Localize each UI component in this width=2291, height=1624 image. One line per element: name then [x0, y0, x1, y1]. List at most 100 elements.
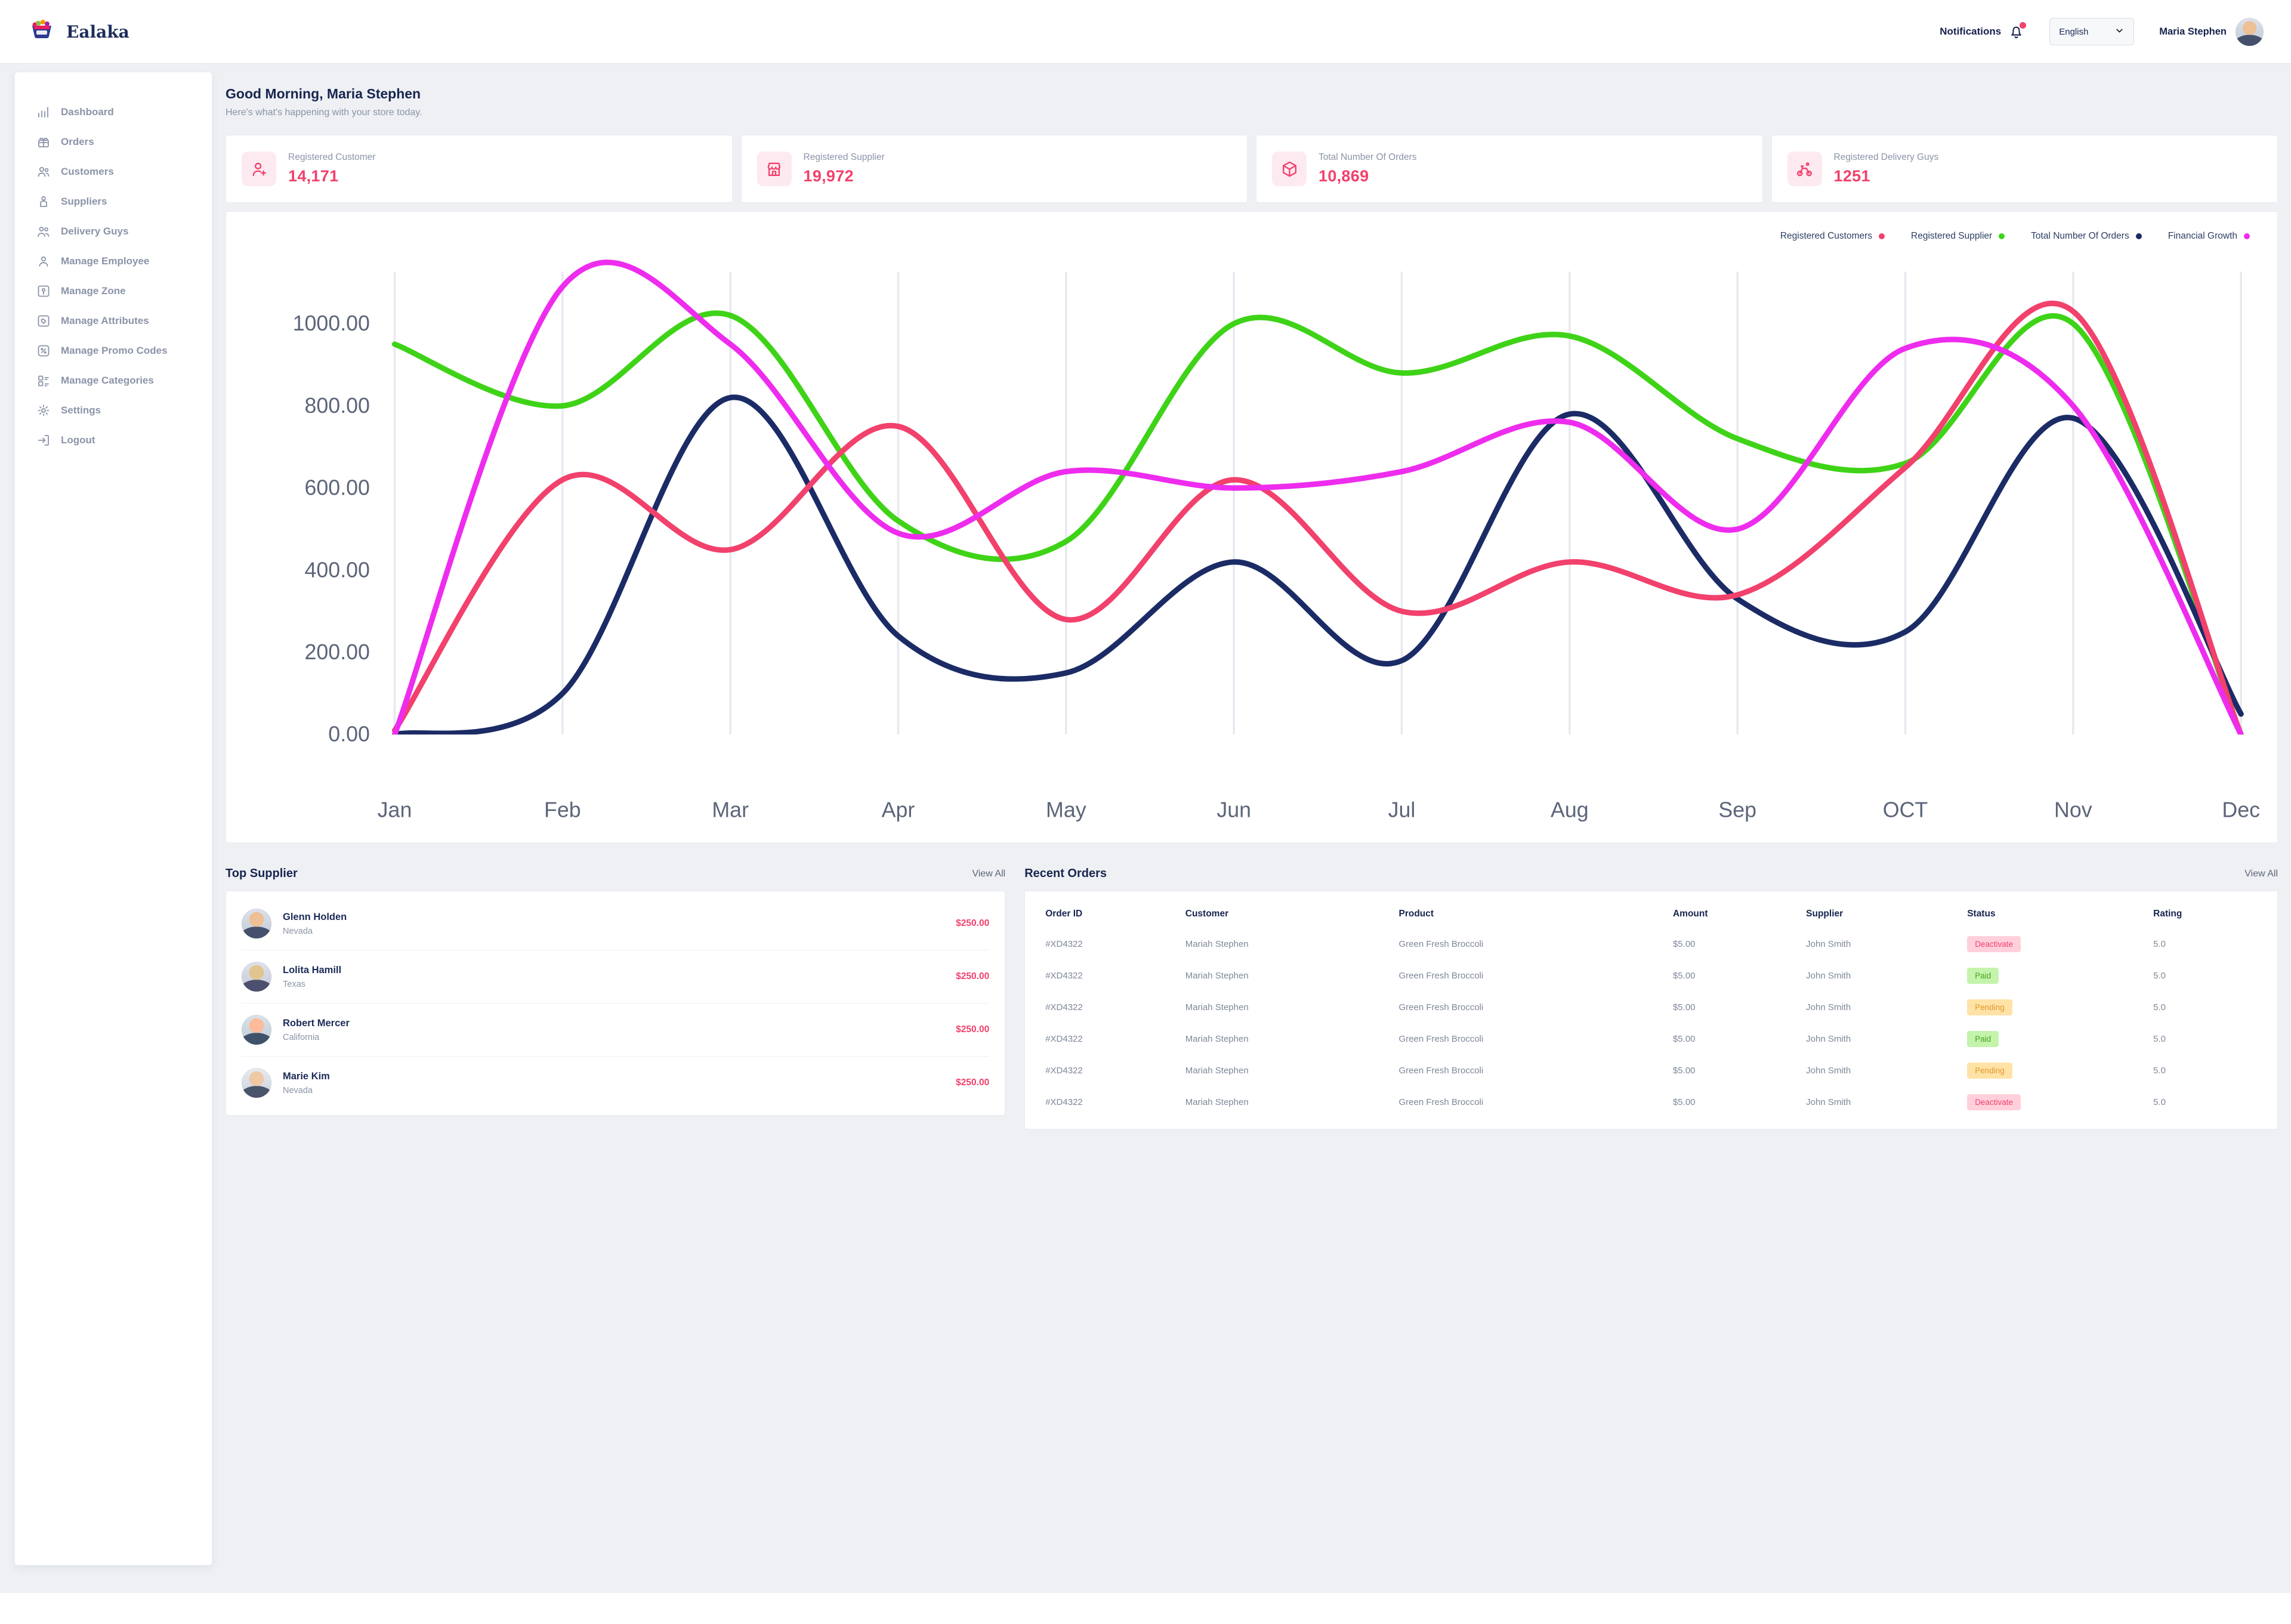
- sidebar-item-manage-promo-codes[interactable]: Manage Promo Codes: [15, 336, 212, 366]
- column-header-customer: Customer: [1185, 909, 1229, 919]
- cell-supplier: John Smith: [1806, 1034, 1851, 1045]
- stat-card-registered-supplier: Registered Supplier 19,972: [740, 135, 1248, 203]
- notifications-button[interactable]: Notifications: [1940, 21, 2027, 40]
- table-row: #XD4322 Mariah Stephen Green Fresh Broccol…: [1039, 928, 2263, 960]
- cell-status: Paid: [1961, 960, 2147, 992]
- svg-text:Jun: Jun: [1216, 798, 1251, 822]
- sidebar-item-customers[interactable]: Customers: [15, 157, 212, 187]
- cell-amount: $5.00: [1672, 971, 1696, 981]
- line-chart: 0.00 200.00 400.00 600.00 800.00 1000.00 Jan Fe…: [293, 260, 2260, 822]
- sidebar-item-label: Dashboard: [61, 106, 114, 118]
- legend-item-financial-growth[interactable]: Financial Growth: [2168, 231, 2250, 242]
- cell-customer: Mariah Stephen: [1185, 1034, 1249, 1045]
- sidebar-item-label: Orders: [61, 136, 94, 147]
- sidebar-item-delivery-guys[interactable]: Delivery Guys: [15, 217, 212, 246]
- table-row: #XD4322 Mariah Stephen Green Fresh Broccol…: [1039, 960, 2263, 992]
- sidebar-item-manage-attributes[interactable]: Manage Attributes: [15, 306, 212, 336]
- cell-status: Pending: [1961, 1055, 2147, 1086]
- status-badge: Paid: [1967, 1031, 1999, 1048]
- sidebar-item-settings[interactable]: Settings: [15, 396, 212, 425]
- svg-text:Mar: Mar: [712, 798, 749, 822]
- supplier-amount: $250.00: [956, 971, 990, 982]
- svg-text:Feb: Feb: [544, 798, 581, 822]
- greeting-title: Good Morning, Maria Stephen: [226, 86, 421, 101]
- legend-dot: [2244, 233, 2250, 239]
- cell-amount: $5.00: [1672, 1066, 1696, 1076]
- svg-text:400.00: 400.00: [305, 558, 370, 582]
- column-header-supplier: Supplier: [1806, 909, 1844, 919]
- status-badge: Pending: [1967, 1063, 2012, 1079]
- table-row: #XD4322 Mariah Stephen Green Fresh Broccol…: [1039, 992, 2263, 1023]
- chart-panel: Registered Customers Registered Supplier T…: [226, 211, 2278, 844]
- cell-rating: 5.0: [2153, 939, 2166, 950]
- column-header-rating: Rating: [2153, 909, 2182, 919]
- brand-logo-icon: [25, 17, 58, 46]
- logout-icon: [36, 433, 51, 447]
- stat-value: 14,171: [288, 167, 339, 185]
- legend-item-registered-customers[interactable]: Registered Customers: [1780, 231, 1885, 242]
- language-select[interactable]: English: [2049, 18, 2135, 45]
- stat-label: Registered Customer: [288, 152, 376, 162]
- sidebar-item-label: Manage Zone: [61, 285, 126, 297]
- notifications-label: Notifications: [1940, 26, 2002, 37]
- sidebar-item-dashboard[interactable]: Dashboard: [15, 97, 212, 127]
- svg-text:May: May: [1046, 798, 1086, 822]
- sidebar-item-label: Settings: [61, 405, 101, 416]
- stat-label: Registered Supplier: [803, 152, 885, 162]
- sidebar-item-label: Customers: [61, 166, 114, 177]
- series-total-number-of-orders: [391, 394, 2244, 735]
- recent-orders-card: Order ID Customer Product Amount Supplier Sta…: [1024, 891, 2278, 1130]
- sidebar-item-label: Delivery Guys: [61, 226, 129, 237]
- recent-orders-title: Recent Orders: [1024, 867, 1107, 881]
- table-row: #XD4322 Mariah Stephen Green Fresh Broccol…: [1039, 1086, 2263, 1118]
- store-icon: [757, 152, 792, 186]
- sidebar-item-orders[interactable]: Orders: [15, 127, 212, 157]
- recent-orders-view-all[interactable]: View All: [2244, 868, 2278, 879]
- sidebar-item-label: Logout: [61, 434, 95, 446]
- sidebar-item-manage-employee[interactable]: Manage Employee: [15, 246, 212, 276]
- stat-card-total-number-of-orders: Total Number Of Orders 10,869: [1256, 135, 1763, 203]
- supplier-amount: $250.00: [956, 1024, 990, 1035]
- list-item: Robert Mercer California $250.00: [242, 1004, 990, 1057]
- series-registered-supplier: [391, 310, 2244, 735]
- sidebar-item-manage-categories[interactable]: Manage Categories: [15, 366, 212, 396]
- dashboard-icon: [36, 105, 51, 119]
- legend-item-total-number-of-orders[interactable]: Total Number Of Orders: [2031, 231, 2142, 242]
- header-actions: Notifications English Maria Stephen: [1940, 17, 2264, 46]
- column-header-amount: Amount: [1672, 909, 1708, 919]
- cell-product: Green Fresh Broccoli: [1398, 939, 1484, 950]
- series-registered-customers: [391, 300, 2244, 735]
- cell-status: Deactivate: [1961, 1086, 2147, 1118]
- cell-supplier: John Smith: [1806, 1066, 1851, 1076]
- cell-order-id: #XD4322: [1045, 971, 1083, 981]
- svg-text:0.00: 0.00: [328, 723, 370, 746]
- cell-rating: 5.0: [2153, 1097, 2166, 1108]
- supplier-name: Glenn Holden: [283, 911, 347, 922]
- greeting-subtitle: Here's what's happening with your store …: [226, 107, 422, 118]
- cell-status: Paid: [1961, 1023, 2147, 1055]
- legend-dot: [1879, 233, 1885, 239]
- top-supplier-view-all[interactable]: View All: [972, 868, 1006, 879]
- cell-order-id: #XD4322: [1045, 939, 1083, 950]
- cell-customer: Mariah Stephen: [1185, 1002, 1249, 1013]
- sidebar-item-label: Manage Employee: [61, 255, 150, 267]
- legend-dot: [2135, 233, 2142, 239]
- cell-product: Green Fresh Broccoli: [1398, 1002, 1484, 1013]
- cell-amount: $5.00: [1672, 1002, 1696, 1013]
- svg-text:Nov: Nov: [2054, 798, 2092, 822]
- top-supplier-title: Top Supplier: [226, 867, 298, 881]
- top-supplier-list: Glenn Holden Nevada $250.00 Lolita Hamill Te…: [226, 891, 1006, 1116]
- legend-item-registered-supplier[interactable]: Registered Supplier: [1911, 231, 2005, 242]
- sidebar-item-logout[interactable]: Logout: [15, 425, 212, 455]
- sidebar-item-suppliers[interactable]: Suppliers: [15, 187, 212, 217]
- sidebar-item-label: Suppliers: [61, 196, 107, 207]
- svg-text:Jul: Jul: [1388, 798, 1416, 822]
- cell-product: Green Fresh Broccoli: [1398, 1034, 1484, 1045]
- bike-icon: [1787, 152, 1822, 186]
- supplier-name: Robert Mercer: [283, 1017, 350, 1029]
- user-menu[interactable]: Maria Stephen: [2159, 17, 2264, 46]
- avatar: [2236, 17, 2264, 46]
- sidebar-item-manage-zone[interactable]: Manage Zone: [15, 276, 212, 306]
- avatar: [242, 962, 271, 992]
- cell-order-id: #XD4322: [1045, 1066, 1083, 1076]
